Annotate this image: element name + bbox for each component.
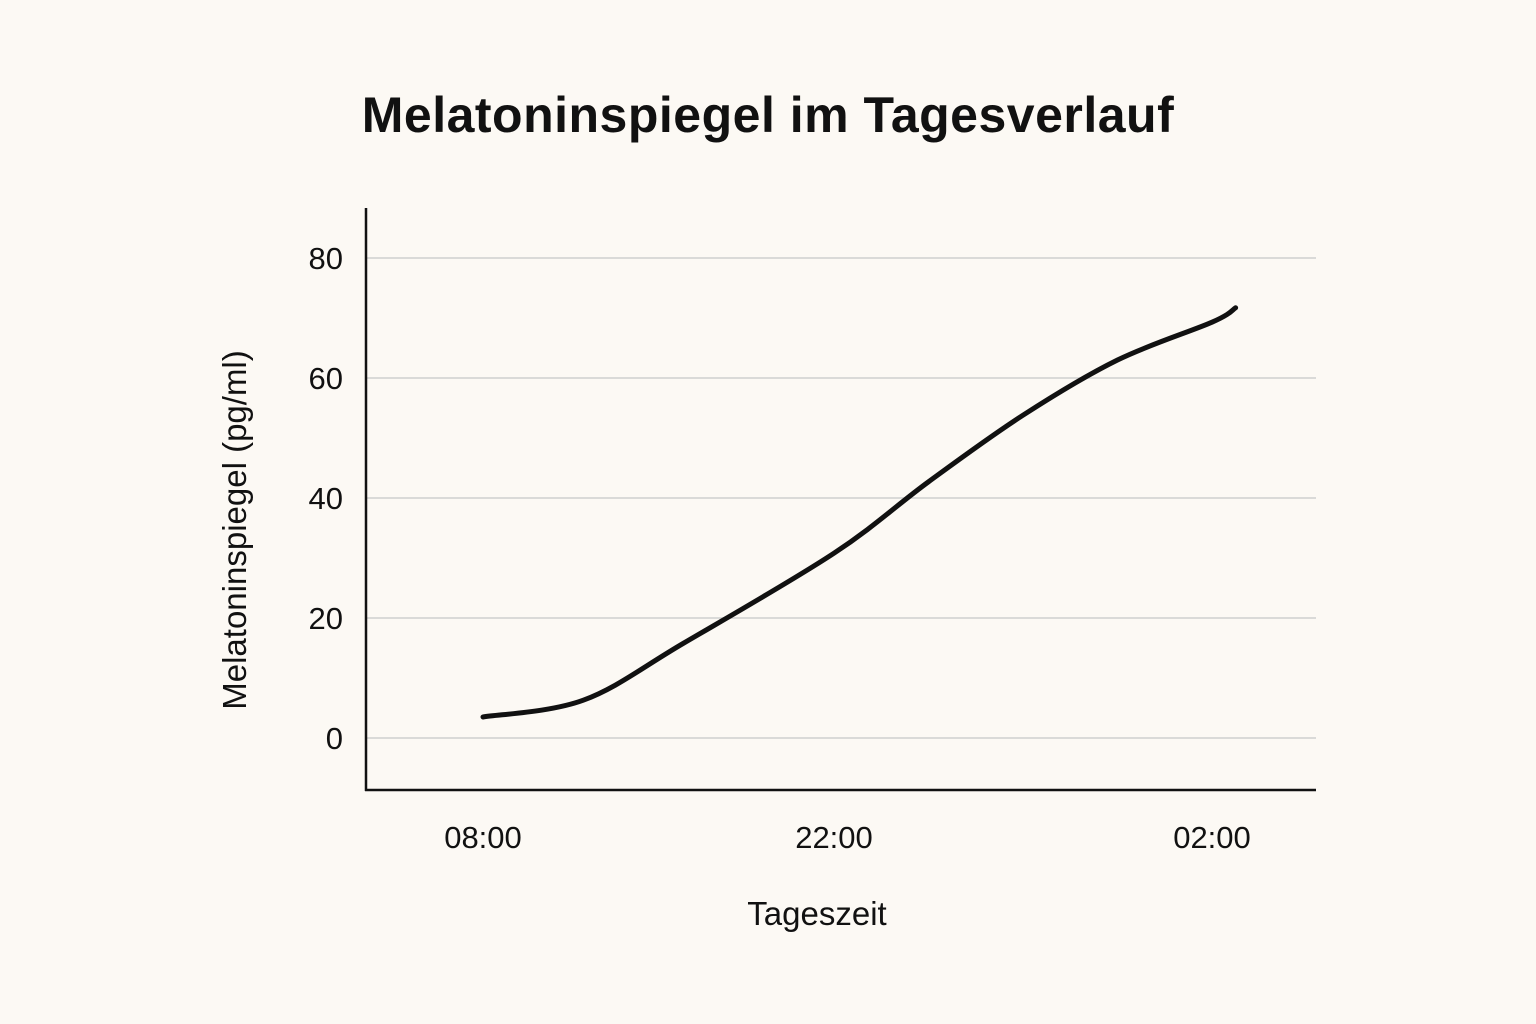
gridlines (366, 257, 1316, 739)
chart-title: Melatoninspiegel im Tagesverlauf (361, 87, 1175, 143)
y-tick-labels: 0 20 40 60 80 (309, 241, 343, 756)
y-tick-label: 80 (309, 241, 343, 276)
y-tick-label: 20 (309, 601, 343, 636)
series-line (480, 305, 1239, 720)
x-tick-labels: 08:00 22:00 02:00 (444, 820, 1251, 855)
x-axis-label: Tageszeit (747, 895, 886, 932)
y-tick-label: 60 (309, 361, 343, 396)
y-tick-label: 40 (309, 481, 343, 516)
y-tick-label: 0 (326, 721, 343, 756)
x-tick-label: 22:00 (795, 820, 873, 855)
x-tick-label: 08:00 (444, 820, 522, 855)
y-axis-label: Melatoninspiegel (pg/ml) (216, 350, 253, 710)
x-tick-label: 02:00 (1173, 820, 1251, 855)
